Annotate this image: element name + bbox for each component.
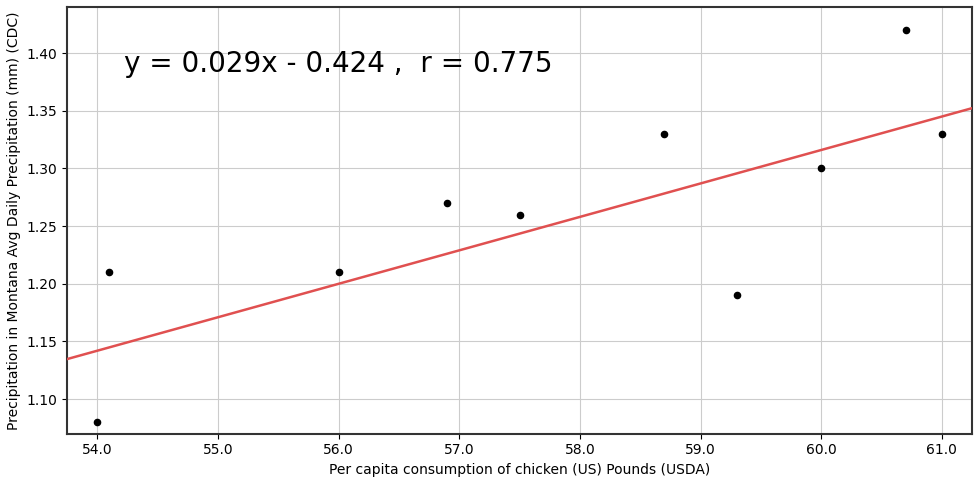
- Point: [102, 269, 117, 276]
- Point: [331, 269, 346, 276]
- Point: [511, 211, 527, 218]
- Point: [933, 130, 949, 138]
- Point: [439, 199, 455, 207]
- Point: [897, 26, 912, 34]
- Y-axis label: Precipitation in Montana Avg Daily Precipitation (mm) (CDC): Precipitation in Montana Avg Daily Preci…: [7, 11, 21, 430]
- Point: [89, 418, 105, 426]
- Point: [813, 165, 828, 172]
- Point: [729, 291, 744, 299]
- X-axis label: Per capita consumption of chicken (US) Pounds (USDA): Per capita consumption of chicken (US) P…: [329, 463, 709, 477]
- Point: [656, 130, 672, 138]
- Text: y = 0.029x - 0.424 ,  r = 0.775: y = 0.029x - 0.424 , r = 0.775: [124, 50, 553, 77]
